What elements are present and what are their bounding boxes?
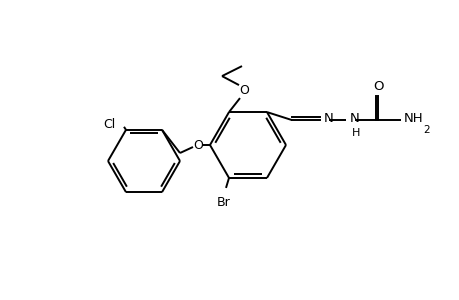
Text: Cl: Cl <box>104 118 116 131</box>
Text: NH: NH <box>403 112 423 124</box>
Text: Br: Br <box>217 196 230 209</box>
Text: H: H <box>351 128 359 138</box>
Text: 2: 2 <box>422 125 429 135</box>
Text: O: O <box>239 84 248 97</box>
Text: N: N <box>349 112 359 124</box>
Text: N: N <box>323 112 333 124</box>
Text: O: O <box>193 139 202 152</box>
Text: O: O <box>373 80 383 93</box>
